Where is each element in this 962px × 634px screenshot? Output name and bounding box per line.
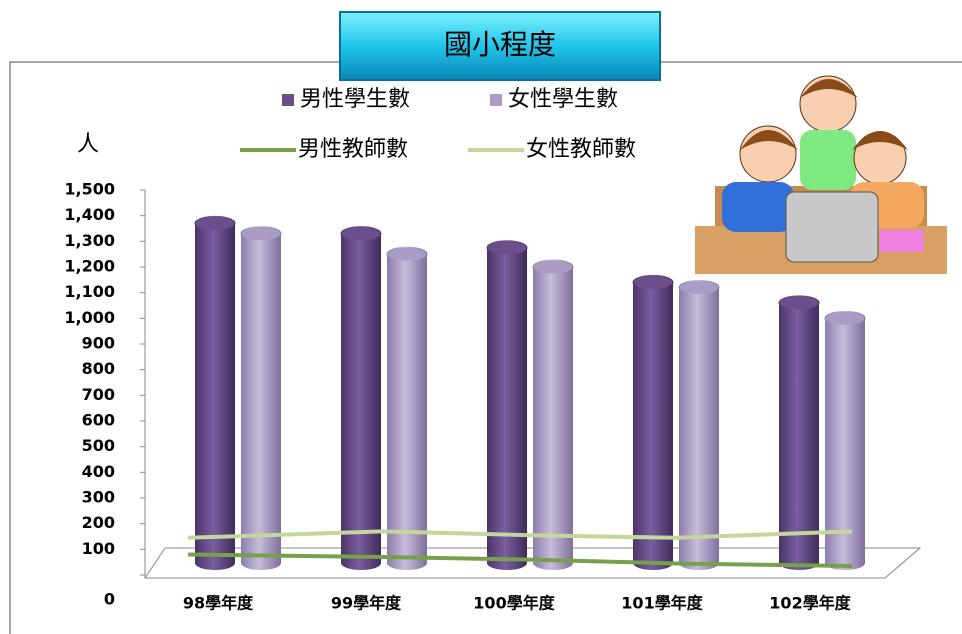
y-axis-label: 人	[77, 132, 99, 157]
y-tick-label: 900	[82, 334, 115, 353]
clipart	[695, 75, 947, 274]
y-tick-label: 800	[82, 359, 115, 378]
bar-top	[240, 226, 282, 242]
bar	[341, 233, 381, 570]
legend-swatch	[490, 94, 502, 106]
y-tick-label: 700	[82, 385, 115, 404]
y-tick-label: 500	[82, 436, 115, 455]
y-tick-label: 1,100	[64, 282, 115, 301]
y-tick-label: 400	[82, 462, 115, 481]
bar-top	[386, 246, 428, 262]
bar	[679, 287, 719, 570]
legend-label: 男性教師數	[298, 137, 408, 162]
y-tick-label: 100	[82, 539, 115, 558]
bar	[633, 282, 673, 570]
bar-top	[340, 226, 382, 242]
bar	[825, 318, 865, 570]
x-tick-label: 98學年度	[183, 594, 254, 613]
bar-top	[778, 295, 820, 311]
bar	[195, 223, 235, 570]
line	[187, 529, 853, 540]
y-tick-label: 1,000	[64, 308, 115, 327]
bar-top	[824, 310, 866, 326]
line	[187, 552, 853, 569]
y-tick-label: 300	[82, 488, 115, 507]
x-tick-label: 101學年度	[621, 594, 703, 613]
legend-label: 女性學生數	[508, 87, 618, 112]
bar-top	[678, 280, 720, 296]
x-tick-label: 99學年度	[331, 594, 402, 613]
legend-label: 男性學生數	[300, 87, 410, 112]
chart-title: 國小程度	[444, 28, 556, 61]
bar	[487, 247, 527, 570]
bar	[779, 302, 819, 570]
y-tick-label: 1,200	[64, 257, 115, 276]
y-tick-label: 1,400	[64, 205, 115, 224]
bar	[241, 233, 281, 570]
legend-swatch	[282, 94, 294, 106]
bar-top	[632, 274, 674, 290]
x-tick-label: 102學年度	[769, 594, 851, 613]
bar	[387, 254, 427, 570]
title-box	[339, 11, 661, 81]
legend-label: 女性教師數	[526, 137, 636, 162]
bar	[533, 267, 573, 570]
y-tick-label: 600	[82, 411, 115, 430]
y-tick-label: 200	[82, 513, 115, 532]
bar-top	[532, 259, 574, 275]
bar-top	[194, 215, 236, 231]
y-tick-label: 1,300	[64, 231, 115, 250]
y-tick-label: 1,500	[64, 180, 115, 199]
bar-top	[486, 240, 528, 256]
x-tick-label: 100學年度	[473, 594, 555, 613]
y-tick-label: 0	[104, 590, 115, 609]
